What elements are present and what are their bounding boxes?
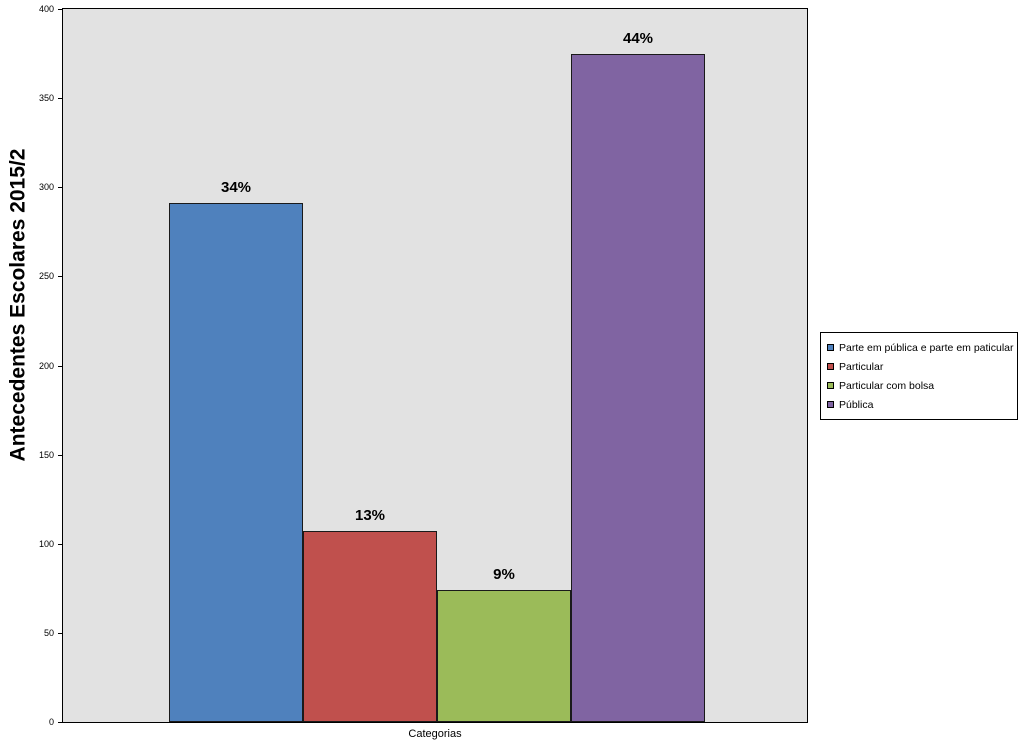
x-axis-label: Categorias	[408, 728, 462, 740]
y-tick-label: 300	[38, 182, 54, 192]
bar-value-label: 44%	[622, 30, 654, 47]
y-tick-label: 350	[38, 93, 54, 103]
y-tick-mark	[58, 633, 62, 634]
legend-item: Particular com bolsa	[824, 376, 1014, 395]
y-tick-mark	[58, 722, 62, 723]
legend-item: Particular	[824, 357, 1014, 376]
legend-label: Parte em pública e parte em paticular	[839, 341, 1014, 354]
legend-label: Pública	[839, 398, 874, 411]
bar-value-label: 9%	[493, 566, 515, 583]
legend: Parte em pública e parte em paticular Par…	[820, 332, 1018, 420]
y-tick-mark	[58, 9, 62, 10]
y-tick-label: 100	[38, 539, 54, 549]
y-tick-label: 0	[48, 717, 54, 727]
plot-area: 34% 13% 9% 44%	[62, 8, 808, 723]
y-tick-label: 200	[38, 361, 54, 371]
y-tick-label: 50	[43, 628, 54, 638]
bar	[303, 531, 437, 722]
y-tick-label: 250	[38, 271, 54, 281]
bar	[437, 590, 571, 722]
y-tick-mark	[58, 276, 62, 277]
legend-item: Parte em pública e parte em paticular	[824, 338, 1014, 357]
y-tick-label: 150	[38, 450, 54, 460]
y-tick-mark	[58, 366, 62, 367]
y-tick-mark	[58, 544, 62, 545]
bar-value-label: 34%	[220, 179, 252, 196]
legend-swatch	[827, 401, 834, 408]
legend-item: Pública	[824, 395, 1014, 414]
legend-label: Particular	[839, 360, 884, 373]
bar-value-label: 13%	[354, 507, 386, 524]
legend-label: Particular com bolsa	[839, 379, 935, 392]
legend-swatch	[827, 382, 834, 389]
bar	[571, 54, 705, 722]
y-tick-mark	[58, 98, 62, 99]
legend-swatch	[827, 363, 834, 370]
y-tick-mark	[58, 187, 62, 188]
legend-swatch	[827, 344, 834, 351]
bar	[169, 203, 303, 722]
y-tick-mark	[58, 455, 62, 456]
y-tick-label: 400	[38, 4, 54, 14]
